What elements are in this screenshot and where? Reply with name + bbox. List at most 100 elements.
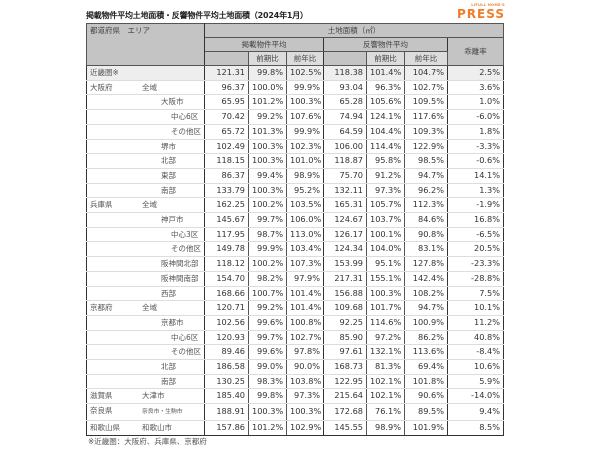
table-row: 中心3区 117.95 98.7% 113.0% 126.17 100.1% 90.8% -6… bbox=[86, 227, 504, 243]
cell-response-yoy: 117.6% bbox=[404, 109, 448, 125]
cell-response-average: 118.38 bbox=[323, 65, 367, 81]
cell-response-average: 122.95 bbox=[323, 374, 367, 390]
cell-response-yoy: 100.9% bbox=[404, 315, 448, 331]
cell-gap-rate: 14.1% bbox=[447, 168, 504, 184]
cell-response-average: 106.00 bbox=[323, 139, 367, 155]
cell-response-qoq: 114.4% bbox=[366, 139, 405, 155]
cell-listed-average: 86.37 bbox=[204, 168, 249, 184]
row-label: その他区 bbox=[86, 241, 205, 258]
cell-response-qoq: 97.2% bbox=[366, 330, 405, 346]
table-row: 神戸市 145.67 99.7% 106.0% 124.67 103.7% 84.6% 16.… bbox=[86, 212, 504, 228]
cell-listed-yoy: 102.9% bbox=[286, 419, 324, 436]
area-name: その他区 bbox=[171, 244, 201, 254]
footnote: ※近畿圏：大阪府、兵庫県、京都府 bbox=[88, 437, 207, 446]
header-gap-rate: 乖離率 bbox=[447, 37, 504, 66]
cell-response-yoy: 90.6% bbox=[404, 388, 448, 405]
table-row: 西部 168.66 100.7% 101.4% 156.88 100.3% 108.2% 7.… bbox=[86, 286, 504, 302]
cell-listed-average: 120.93 bbox=[204, 330, 249, 346]
area-name: 北部 bbox=[161, 156, 176, 166]
cell-listed-qoq: 99.8% bbox=[248, 65, 287, 81]
page-title: 掲載物件平均土地面積・反響物件平均土地面積（2024年1月） bbox=[86, 11, 308, 20]
cell-listed-average: 117.95 bbox=[204, 227, 249, 243]
cell-listed-qoq: 100.3% bbox=[248, 139, 287, 155]
area-name: 中心3区 bbox=[171, 229, 199, 239]
cell-response-qoq: 155.1% bbox=[366, 271, 405, 287]
cell-gap-rate: -8.4% bbox=[447, 344, 504, 361]
cell-gap-rate: 9.4% bbox=[447, 403, 504, 421]
cell-gap-rate: 40.8% bbox=[447, 330, 504, 346]
cell-response-yoy: 101.9% bbox=[404, 419, 448, 436]
cell-response-qoq: 91.2% bbox=[366, 168, 405, 184]
cell-listed-yoy: 95.2% bbox=[286, 183, 324, 199]
cell-listed-qoq: 99.7% bbox=[248, 330, 287, 346]
cell-response-yoy: 94.7% bbox=[404, 300, 448, 316]
cell-listed-average: 145.67 bbox=[204, 212, 249, 228]
area-name: 大阪市 bbox=[161, 97, 184, 107]
cell-response-yoy: 142.4% bbox=[404, 271, 448, 287]
cell-gap-rate: -23.3% bbox=[447, 256, 504, 272]
cell-response-qoq: 95.1% bbox=[366, 256, 405, 272]
cell-response-average: 165.31 bbox=[323, 197, 367, 214]
area-name: 中心6区 bbox=[171, 332, 199, 342]
cell-listed-average: 118.15 bbox=[204, 153, 249, 169]
row-label: 堺市 bbox=[86, 139, 205, 155]
cell-listed-average: 188.91 bbox=[204, 403, 249, 421]
table-row: 大阪府 全域 96.37 100.0% 99.9% 93.04 96.3% 102.7% 3.6… bbox=[86, 79, 504, 96]
cell-response-qoq: 104.0% bbox=[366, 241, 405, 258]
row-label: 中心6区 bbox=[86, 330, 205, 346]
cell-listed-average: 186.58 bbox=[204, 359, 249, 375]
cell-listed-qoq: 98.3% bbox=[248, 374, 287, 390]
cell-listed-average: 96.37 bbox=[204, 79, 249, 96]
cell-response-average: 153.99 bbox=[323, 256, 367, 272]
cell-response-average: 126.17 bbox=[323, 227, 367, 243]
cell-response-average: 109.68 bbox=[323, 300, 367, 316]
cell-listed-yoy: 99.9% bbox=[286, 79, 324, 96]
cell-response-qoq: 114.6% bbox=[366, 315, 405, 331]
cell-listed-yoy: 103.8% bbox=[286, 374, 324, 390]
cell-listed-yoy: 113.0% bbox=[286, 227, 324, 243]
cell-response-qoq: 102.1% bbox=[366, 388, 405, 405]
row-label: 東部 bbox=[86, 168, 205, 184]
prefecture-name: 兵庫県 bbox=[90, 200, 113, 210]
cell-response-average: 93.04 bbox=[323, 79, 367, 96]
cell-listed-yoy: 98.9% bbox=[286, 168, 324, 184]
table-row: 京都府 全域 120.71 99.2% 101.4% 109.68 101.7% 94.7% 1… bbox=[86, 300, 504, 316]
cell-response-average: 217.31 bbox=[323, 271, 367, 287]
cell-listed-average: 102.49 bbox=[204, 139, 249, 155]
cell-listed-average: 133.79 bbox=[204, 183, 249, 199]
row-label: 神戸市 bbox=[86, 212, 205, 228]
cell-listed-qoq: 100.2% bbox=[248, 197, 287, 214]
cell-listed-qoq: 98.7% bbox=[248, 227, 287, 243]
cell-response-average: 118.87 bbox=[323, 153, 367, 169]
table-row: 南部 130.25 98.3% 103.8% 122.95 102.1% 101.8% 5.9… bbox=[86, 374, 504, 390]
prefecture-name: 近畿圏※ bbox=[90, 68, 119, 77]
table-row: その他区 89.46 99.6% 97.8% 97.61 132.1% 113.6% -8.4… bbox=[86, 344, 504, 361]
cell-response-qoq: 105.6% bbox=[366, 94, 405, 111]
cell-response-qoq: 97.3% bbox=[366, 183, 405, 199]
cell-response-yoy: 86.2% bbox=[404, 330, 448, 346]
cell-response-average: 75.70 bbox=[323, 168, 367, 184]
cell-response-yoy: 109.3% bbox=[404, 124, 448, 140]
cell-listed-qoq: 99.6% bbox=[248, 315, 287, 331]
area-name: 阪神間南部 bbox=[161, 273, 199, 283]
header-response-qoq: 前期比 bbox=[366, 51, 405, 66]
area-name: 阪神間北部 bbox=[161, 259, 199, 269]
cell-response-average: 156.88 bbox=[323, 286, 367, 302]
cell-listed-qoq: 99.8% bbox=[248, 388, 287, 405]
area-name: 全域 bbox=[142, 82, 157, 92]
cell-listed-average: 120.71 bbox=[204, 300, 249, 316]
cell-gap-rate: 8.5% bbox=[447, 419, 504, 436]
cell-listed-average: 154.70 bbox=[204, 271, 249, 287]
cell-listed-yoy: 102.3% bbox=[286, 139, 324, 155]
row-label: その他区 bbox=[86, 124, 205, 140]
cell-response-qoq: 101.4% bbox=[366, 65, 405, 81]
row-label: 近畿圏※ bbox=[86, 65, 205, 81]
prefecture-name: 和歌山県 bbox=[90, 422, 120, 432]
area-name: 堺市 bbox=[161, 141, 176, 151]
area-name: 京都市 bbox=[161, 317, 184, 327]
cell-response-yoy: 69.4% bbox=[404, 359, 448, 375]
cell-listed-average: 121.31 bbox=[204, 65, 249, 81]
row-label: 北部 bbox=[86, 153, 205, 169]
cell-listed-qoq: 99.7% bbox=[248, 212, 287, 228]
cell-response-average: 145.55 bbox=[323, 419, 367, 436]
